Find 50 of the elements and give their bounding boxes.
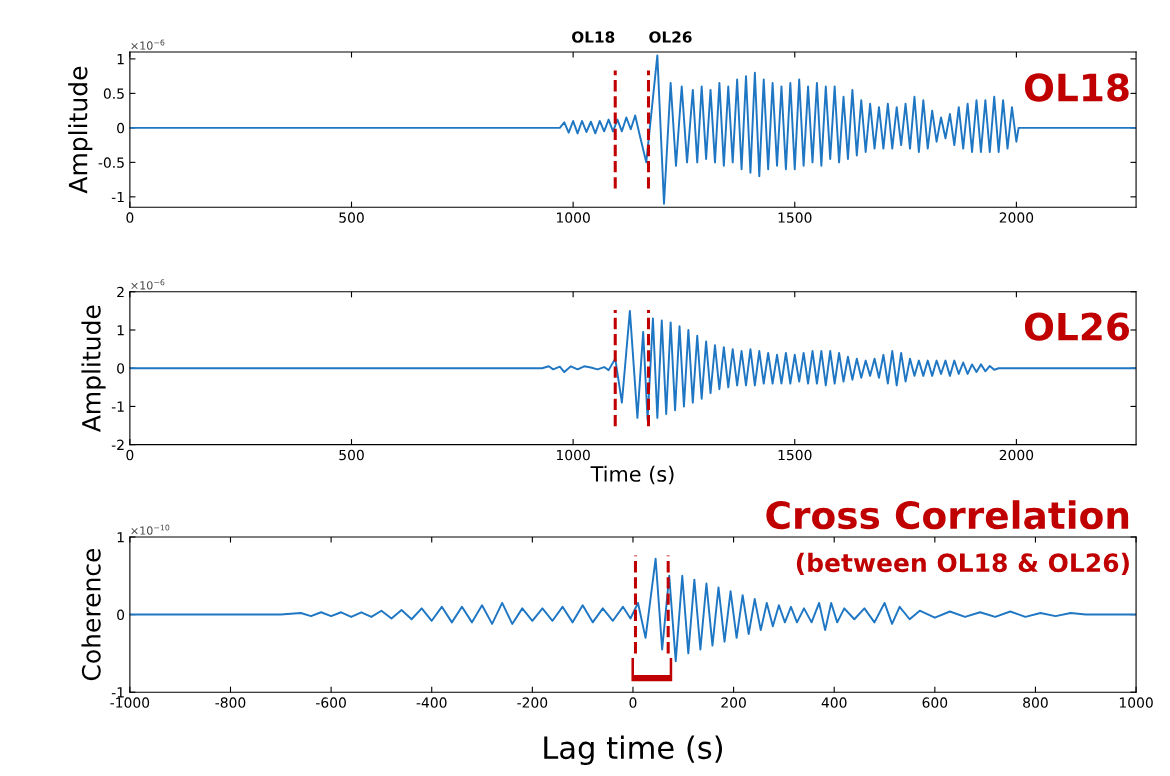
annotation: (between OL18 & OL26) [796,552,1129,576]
x-axis-title: Time (s) [590,465,674,485]
text: ×10$^{−6}$ [131,39,165,50]
y-tick-label: 0.5 [103,88,124,99]
x-tick-label: 0 [126,449,134,461]
x-tick-label: -1000 [110,697,150,708]
x-tick-label: 500 [339,212,364,223]
y-tick-label: 0 [117,609,125,621]
ref-line-label: OL26 [649,31,692,43]
y-tick-label: 1 [117,54,124,65]
x-tick-label: -800 [215,697,246,708]
y-axis-title: Amplitude [68,66,93,194]
x-tick-label: 2000 [999,212,1034,223]
text: Cross Correlation [766,500,1129,530]
text: ×10$^{−10}$ [131,524,170,535]
x-tick-label: 0 [126,212,134,223]
x-axis-title: Lag time (s) [544,735,723,766]
x-tick-label: 1500 [778,449,812,461]
y-tick-label: -2 [111,439,124,450]
annotation: OL18 [1024,73,1129,102]
x-tick-label: 1500 [778,212,812,223]
x-tick-label: 1000 [1119,697,1153,708]
y-tick-label: -1 [111,401,124,412]
y-tick-label: 1 [117,532,124,543]
ref-line-label: OL18 [572,31,615,43]
x-tick-label: 400 [821,697,847,708]
x-tick-label: 1000 [556,212,590,223]
y-tick-label: 0 [117,122,125,134]
x-tick-label: -400 [416,697,447,708]
annotation: OL26 [1024,312,1130,341]
line-series [129,309,1137,421]
y-tick-label: -0.5 [98,157,124,168]
x-tick-label: 2000 [999,449,1034,461]
x-tick-label: 0 [629,697,637,708]
x-tick-label: 600 [922,697,948,708]
y-axis-title: Amplitude [81,305,106,433]
y-tick-label: 2 [117,286,124,298]
y-tick-label: 1 [117,325,124,336]
x-tick-label: 1000 [556,449,590,461]
y-axis-title: Coherence [81,548,101,681]
x-tick-label: -600 [316,697,346,708]
x-tick-label: -200 [517,697,548,708]
y-tick-label: -1 [111,687,124,698]
x-tick-label: 500 [339,449,364,461]
y-tick-label: -1 [111,192,124,203]
line-series [129,54,1137,205]
text: ×10$^{−6}$ [131,279,165,290]
x-tick-label: 200 [721,697,746,708]
x-tick-label: 800 [1023,697,1048,708]
y-tick-label: 0 [117,363,125,374]
